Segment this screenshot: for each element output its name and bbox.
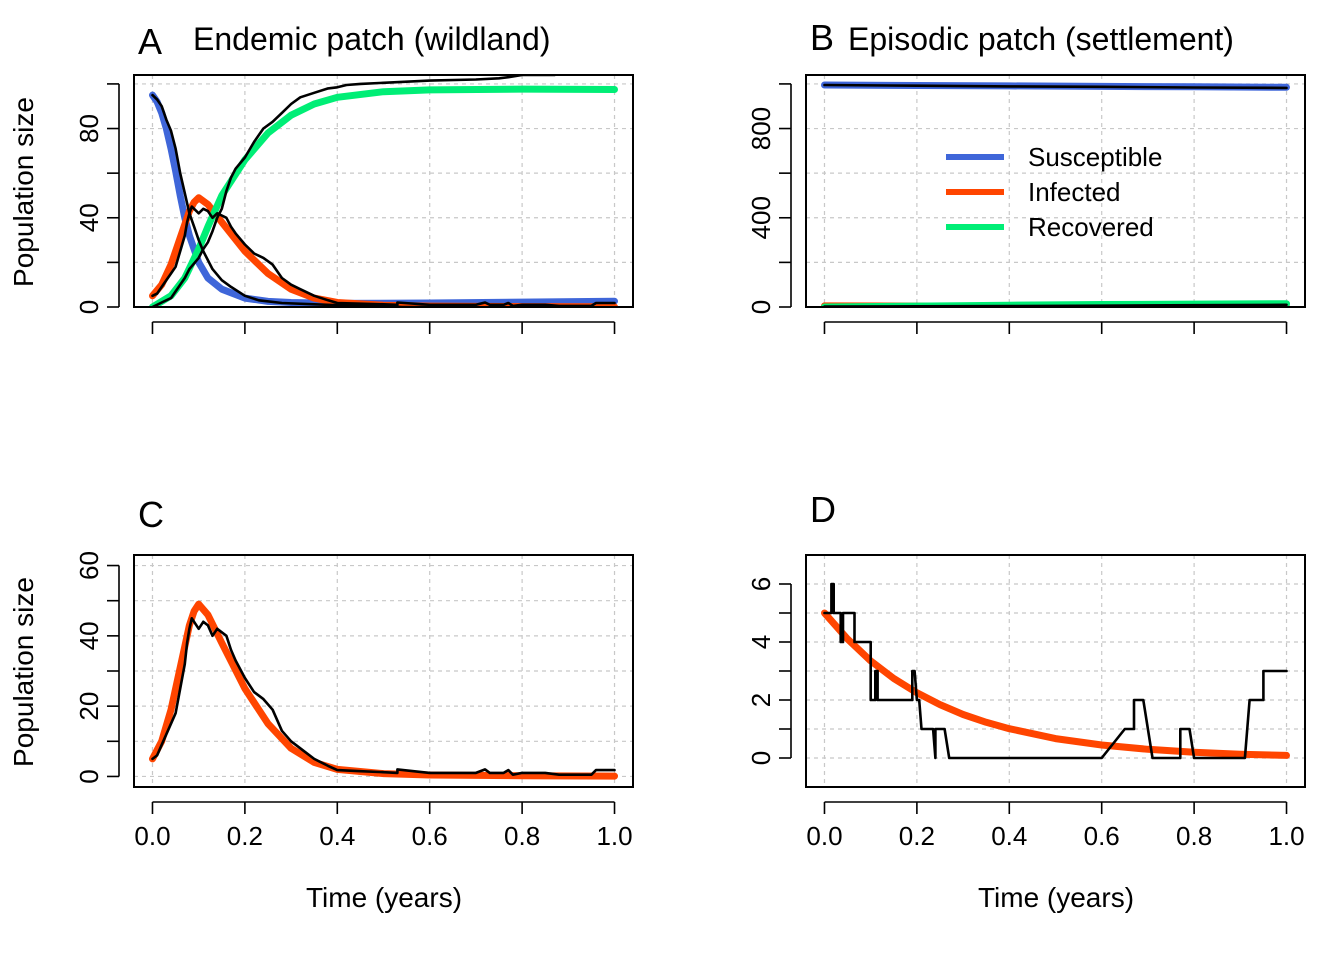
panel-a: 0 40 80 <box>74 74 634 334</box>
x-tick-label-1: 0.2 <box>227 821 263 851</box>
series-stochastic-line-1 <box>151 617 616 776</box>
panel-a-letter: A <box>138 21 162 62</box>
panel-c-letter: C <box>138 494 164 535</box>
panel-c-y-axis-title: Population size <box>8 577 39 767</box>
panel-b-series-group <box>821 81 1290 306</box>
panel-a-y-axis-title: Population size <box>8 97 39 287</box>
legend-label-infected: Infected <box>1028 177 1121 207</box>
x-tick-label-0: 0.0 <box>134 821 170 851</box>
panel-c: 0 20 40 60 0.0 0.2 0.4 0.6 0.8 1.0 <box>74 551 634 851</box>
panel-d-series-group <box>821 582 1290 760</box>
series-stochastic-line-1 <box>823 83 1288 90</box>
series-stochastic-line-3 <box>151 93 446 306</box>
y-tick-label-4: 40 <box>74 621 104 650</box>
y-tick-label-4: 80 <box>74 114 104 143</box>
panel-d-frame <box>805 554 1306 788</box>
y-tick-label-4: 800 <box>746 107 776 150</box>
panel-b-title: Episodic patch (settlement) <box>848 21 1234 57</box>
panel-a-frame <box>133 74 634 308</box>
legend-label-susceptible: Susceptible <box>1028 142 1162 172</box>
y-tick-label-0: 0 <box>74 300 104 314</box>
panel-b: 0 400 800 <box>746 74 1306 334</box>
series-infected-line-0 <box>821 609 1290 759</box>
series-stochastic-line-4 <box>823 303 1288 306</box>
y-tick-label-6: 6 <box>746 577 776 591</box>
x-tick-label-4: 0.8 <box>504 821 540 851</box>
legend: Susceptible Infected Recovered <box>946 142 1162 242</box>
y-tick-label-4: 4 <box>746 635 776 649</box>
y-tick-label-0: 0 <box>746 300 776 314</box>
legend-label-recovered: Recovered <box>1028 212 1154 242</box>
panel-c-x-axis-title: Time (years) <box>306 882 462 913</box>
y-tick-label-6: 60 <box>74 551 104 580</box>
y-tick-label-2: 40 <box>74 203 104 232</box>
x-tick-label-2: 0.4 <box>991 821 1027 851</box>
panel-d-x-axis-title: Time (years) <box>978 882 1134 913</box>
x-tick-label-5: 1.0 <box>596 821 632 851</box>
x-tick-label-1: 0.2 <box>899 821 935 851</box>
x-tick-label-4: 0.8 <box>1176 821 1212 851</box>
x-tick-label-3: 0.6 <box>412 821 448 851</box>
series-infected-line-0 <box>149 600 618 780</box>
panel-c-series-group <box>149 600 618 780</box>
y-tick-label-0: 0 <box>74 769 104 783</box>
x-tick-label-3: 0.6 <box>1084 821 1120 851</box>
x-tick-label-2: 0.4 <box>319 821 355 851</box>
y-tick-label-2: 2 <box>746 693 776 707</box>
y-tick-label-0: 0 <box>746 751 776 765</box>
y-tick-label-2: 400 <box>746 196 776 239</box>
series-stochastic-line-1 <box>823 582 1288 760</box>
panel-b-frame <box>805 74 1306 308</box>
panel-c-frame <box>133 554 634 788</box>
x-tick-label-5: 1.0 <box>1268 821 1304 851</box>
panel-b-letter: B <box>810 17 834 58</box>
panel-a-title: Endemic patch (wildland) <box>193 21 551 57</box>
x-tick-label-0: 0.0 <box>806 821 842 851</box>
panel-d: 0 2 4 6 0.0 0.2 0.4 0.6 0.8 1.0 <box>746 554 1306 851</box>
panel-a-series-group <box>149 76 618 306</box>
series-stochastic-line-4 <box>151 205 616 306</box>
panel-d-letter: D <box>810 489 836 530</box>
y-tick-label-2: 20 <box>74 692 104 721</box>
series-stochastic-line-5 <box>151 76 556 306</box>
series-recovered-line-2 <box>149 85 618 306</box>
